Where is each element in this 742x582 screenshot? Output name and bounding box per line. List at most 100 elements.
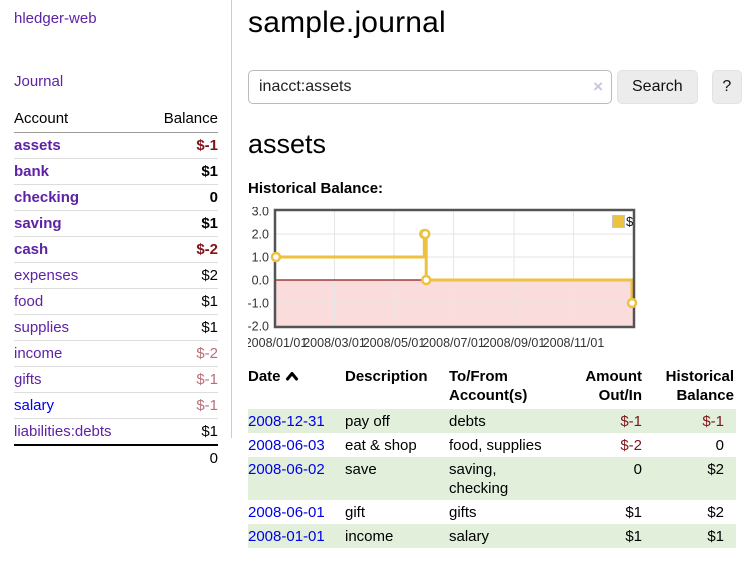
account-row: income $-2 bbox=[14, 340, 218, 367]
svg-text:2008/09/01: 2008/09/01 bbox=[483, 336, 546, 350]
register-header-date[interactable]: Date bbox=[248, 365, 345, 409]
chart-title: Historical Balance: bbox=[248, 180, 384, 197]
account-balance: $2 bbox=[145, 262, 218, 289]
account-link[interactable]: expenses bbox=[14, 267, 79, 284]
register-row: 2008-06-03 eat & shop food, supplies $-2 0 bbox=[248, 433, 736, 457]
register-date-link[interactable]: 2008-12-31 bbox=[248, 413, 325, 430]
account-link[interactable]: checking bbox=[14, 189, 80, 206]
account-balance: $1 bbox=[145, 418, 218, 445]
account-row: expenses $2 bbox=[14, 262, 218, 289]
account-link[interactable]: liabilities:debts bbox=[14, 423, 112, 440]
account-row: salary $-1 bbox=[14, 392, 218, 419]
search-input[interactable] bbox=[248, 70, 612, 104]
register-accounts-cell: salary bbox=[449, 524, 573, 548]
brand-link[interactable]: hledger-web bbox=[14, 10, 97, 27]
account-balance: $-2 bbox=[145, 340, 218, 367]
account-row: gifts $-1 bbox=[14, 366, 218, 393]
account-link[interactable]: assets bbox=[14, 137, 61, 154]
svg-text:0.0: 0.0 bbox=[252, 274, 269, 288]
svg-text:1.0: 1.0 bbox=[252, 251, 269, 265]
balance-chart: 3.0 2.0 1.0 0.0 -1.0 -2.0 2008/01/01 2008/03/01… bbox=[245, 205, 742, 357]
register-row: 2008-01-01 income salary $1 $1 bbox=[248, 524, 736, 548]
register-header-accounts: To/From Account(s) bbox=[449, 368, 528, 404]
register-balance-cell: 0 bbox=[715, 437, 724, 454]
register-date-link[interactable]: 2008-06-02 bbox=[248, 461, 325, 478]
svg-text:2008/07/01: 2008/07/01 bbox=[422, 336, 485, 350]
search-button[interactable]: Search bbox=[617, 70, 698, 104]
account-link[interactable]: bank bbox=[14, 163, 50, 180]
register-header-balance: Historical Balance bbox=[665, 368, 734, 404]
account-row: assets $-1 bbox=[14, 133, 218, 159]
account-balance: $-1 bbox=[145, 366, 218, 393]
register-header-amount: Amount Out/In bbox=[585, 368, 642, 404]
register-accounts-cell: saving, checking bbox=[449, 457, 573, 500]
clear-search-icon[interactable]: × bbox=[593, 77, 603, 96]
account-row: food $1 bbox=[14, 288, 218, 315]
sidebar-item-journal[interactable]: Journal bbox=[14, 73, 64, 90]
page-title: sample.journal bbox=[248, 6, 446, 39]
search-help-button[interactable]: ? bbox=[711, 70, 742, 104]
svg-text:2008/03/01: 2008/03/01 bbox=[303, 336, 366, 350]
account-link[interactable]: saving bbox=[14, 215, 62, 232]
register-date-link[interactable]: 2008-06-01 bbox=[248, 504, 325, 521]
register-table: Date Description To/From Account(s) Amou… bbox=[248, 365, 736, 548]
account-balance: 0 bbox=[145, 184, 218, 211]
account-link[interactable]: food bbox=[14, 293, 44, 310]
svg-text:-1.0: -1.0 bbox=[248, 297, 269, 311]
register-description-cell: pay off bbox=[345, 409, 449, 433]
register-header-description: Description bbox=[345, 368, 428, 385]
accounts-header-account: Account bbox=[14, 107, 146, 133]
account-row: liabilities:debts $1 bbox=[14, 418, 218, 445]
svg-text:-2.0: -2.0 bbox=[248, 320, 269, 334]
register-date-cell: 2008-06-03 bbox=[248, 433, 345, 457]
accounts-header-balance: Balance bbox=[145, 107, 218, 133]
register-date-cell: 2008-06-02 bbox=[248, 457, 345, 500]
register-accounts-cell: food, supplies bbox=[449, 437, 542, 454]
register-date-link[interactable]: 2008-01-01 bbox=[248, 528, 325, 545]
register-balance-cell: $2 bbox=[707, 504, 724, 521]
register-description-cell: income bbox=[345, 524, 449, 548]
register-row: 2008-12-31 pay off debts $-1 $-1 bbox=[248, 409, 736, 433]
account-balance: $-2 bbox=[145, 236, 218, 263]
accounts-total-row: 0 bbox=[14, 444, 218, 471]
register-description-cell: gift bbox=[345, 504, 366, 521]
account-balance: $1 bbox=[145, 314, 218, 341]
register-date-link[interactable]: 2008-06-03 bbox=[248, 437, 325, 454]
accounts-total-balance: 0 bbox=[145, 444, 218, 471]
legend-label: $ bbox=[626, 214, 634, 229]
register-balance-cell: $2 bbox=[654, 457, 736, 500]
legend-swatch-icon bbox=[612, 215, 625, 228]
svg-text:2008/01/01: 2008/01/01 bbox=[248, 336, 307, 350]
balance-chart-svg: 3.0 2.0 1.0 0.0 -1.0 -2.0 2008/01/012008/03/01… bbox=[245, 205, 638, 350]
account-link[interactable]: income bbox=[14, 345, 63, 362]
account-balance: $-1 bbox=[145, 392, 218, 419]
account-link[interactable]: cash bbox=[14, 241, 49, 258]
sidebar: hledger-web Journal Account Balance asse… bbox=[0, 0, 232, 471]
accounts-table: Account Balance assets $-1 bank $1 checking 0… bbox=[14, 107, 218, 471]
register-accounts-cell: gifts bbox=[449, 504, 477, 521]
svg-text:2.0: 2.0 bbox=[252, 228, 269, 242]
register-date-cell: 2008-06-01 bbox=[248, 500, 345, 524]
register-amount-cell: $1 bbox=[573, 524, 654, 548]
account-row: supplies $1 bbox=[14, 314, 218, 341]
account-link[interactable]: gifts bbox=[14, 371, 42, 388]
svg-text:3.0: 3.0 bbox=[252, 207, 269, 219]
register-date-cell: 2008-01-01 bbox=[248, 524, 345, 548]
account-balance: $1 bbox=[145, 158, 218, 185]
account-balance: $-1 bbox=[196, 137, 218, 154]
svg-text:2008/05/01: 2008/05/01 bbox=[363, 336, 426, 350]
register-balance-cell: $1 bbox=[654, 524, 736, 548]
account-link[interactable]: salary bbox=[14, 397, 55, 414]
register-description-cell: save bbox=[345, 457, 449, 500]
register-balance-cell: $-1 bbox=[654, 409, 736, 433]
search-form: × Search ? bbox=[248, 70, 742, 104]
register-accounts-cell: debts bbox=[449, 409, 573, 433]
register-amount-cell: $-1 bbox=[573, 409, 654, 433]
register-row: 2008-06-02 save saving, checking 0 $2 bbox=[248, 457, 736, 500]
account-row: cash $-2 bbox=[14, 236, 218, 263]
register-amount-cell: $-2 bbox=[620, 437, 642, 454]
account-row: checking 0 bbox=[14, 184, 218, 211]
account-link[interactable]: supplies bbox=[14, 319, 70, 336]
account-row: bank $1 bbox=[14, 158, 218, 185]
account-heading: assets bbox=[248, 129, 327, 159]
